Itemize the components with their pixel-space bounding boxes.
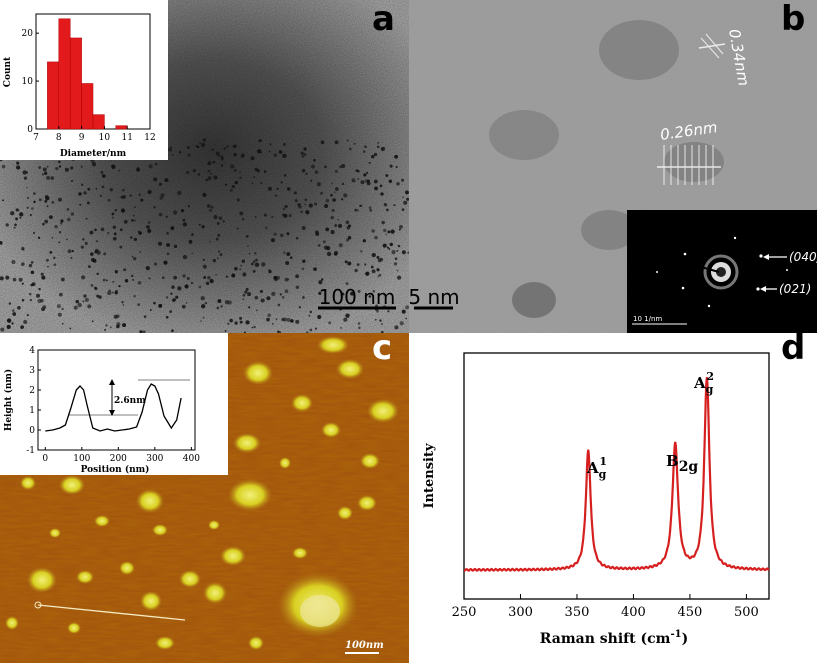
histogram-x-tick: 7 (33, 133, 39, 143)
profile-y-tick: 3 (29, 366, 35, 376)
histogram-x-label: Diameter/nm (60, 149, 127, 159)
profile-y-label: Height (nm) (3, 369, 14, 431)
raman-x-tick: 250 (452, 605, 477, 620)
histogram-x-tick: 11 (121, 133, 132, 143)
histogram-bar (58, 18, 71, 130)
saed-ring-021: (021) (779, 282, 811, 296)
histogram-y-label: Count (3, 56, 13, 87)
profile-x-tick: 400 (183, 454, 200, 464)
histogram-bar (47, 61, 60, 130)
histogram-y-tick: 10 (22, 77, 34, 87)
height-annotation: 2.6nm (114, 396, 146, 406)
peak-label-ag1: Ag1 (586, 455, 607, 481)
panel-letter-d: d (781, 333, 806, 368)
profile-y-tick: 1 (29, 406, 35, 416)
saed-scale-label: 10 1/nm (633, 315, 662, 323)
histogram-x-tick: 10 (99, 133, 111, 143)
panel-a-tem: 100 nm a 7 8 9 10 11 12 0 10 20 Diameter/nm Cou… (0, 0, 409, 333)
histogram-x-tick: 8 (56, 133, 62, 143)
profile-y-tick: -1 (26, 446, 35, 456)
raman-y-label: Intensity (422, 443, 437, 509)
panel-d-raman: 250 300 350 400 450 500 Intensity Raman shift… (409, 333, 817, 663)
profile-y-tick: 4 (29, 346, 35, 356)
panel-b-hrtem: 0.34nm 0.26nm 5 nm b (040) (021) 10 1/nm (409, 0, 817, 333)
histogram-y-tick: 0 (27, 125, 33, 135)
raman-x-tick: 350 (565, 605, 590, 620)
inset-histogram: 7 8 9 10 11 12 0 10 20 Diameter/nm Count (0, 0, 168, 160)
histogram-bar (115, 125, 128, 130)
saed-inset: (040) (021) 10 1/nm (627, 210, 817, 333)
profile-x-tick: 0 (42, 454, 48, 464)
profile-x-tick: 200 (110, 454, 127, 464)
profile-y-tick: 0 (29, 426, 35, 436)
panel-letter-a: a (372, 0, 395, 39)
raman-x-tick: 450 (678, 605, 703, 620)
panel-c-afm: 100nm c -1 0 1 2 3 4 0 100 200 300 400 2.6nm Posi… (0, 333, 409, 663)
profile-x-tick: 300 (146, 454, 163, 464)
histogram-bar (69, 37, 82, 130)
afm-profile-line (37, 604, 186, 621)
profile-x-label: Position (nm) (81, 464, 150, 475)
peak-label-ag2: Ag2 (693, 370, 714, 396)
histogram-bar (92, 114, 105, 130)
raman-x-tick: 500 (734, 605, 759, 620)
raman-spectrum-line (463, 377, 770, 572)
saed-ring-040: (040) (789, 250, 817, 264)
profile-x-tick: 100 (73, 454, 90, 464)
scale-label-c: 100nm (345, 640, 384, 651)
peak-label-b2g: B2g (666, 452, 698, 475)
scale-label-a: 100 nm (319, 285, 396, 309)
profile-y-tick: 2 (29, 386, 35, 396)
panel-letter-b: b (781, 0, 806, 39)
histogram-bar (81, 83, 94, 130)
scale-label-b: 5 nm (409, 285, 460, 309)
raman-x-tick: 300 (508, 605, 533, 620)
raman-x-label: Raman shift (cm-1) (540, 629, 688, 647)
histogram-x-tick: 9 (79, 133, 85, 143)
histogram-x-tick: 12 (144, 133, 155, 143)
inset-height-profile: -1 0 1 2 3 4 0 100 200 300 400 2.6nm Position (nm… (0, 333, 228, 475)
histogram-y-tick: 20 (22, 29, 34, 39)
raman-x-tick: 400 (621, 605, 646, 620)
panel-letter-c: c (372, 333, 393, 368)
raman-chart: 250 300 350 400 450 500 Intensity Raman shift… (422, 352, 770, 647)
